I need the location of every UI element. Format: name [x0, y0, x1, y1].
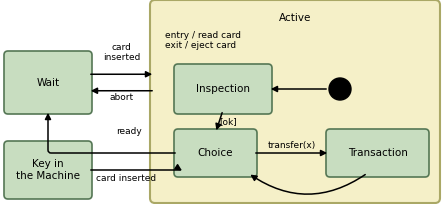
Text: abort: abort: [110, 93, 133, 102]
Text: transfer(x): transfer(x): [267, 141, 316, 150]
FancyBboxPatch shape: [174, 129, 257, 177]
Text: [ok]: [ok]: [220, 117, 237, 126]
Text: Inspection: Inspection: [196, 84, 250, 94]
Text: Key in
the Machine: Key in the Machine: [16, 159, 80, 181]
FancyBboxPatch shape: [326, 129, 429, 177]
Text: card inserted: card inserted: [96, 174, 156, 183]
Text: entry / read card
exit / eject card: entry / read card exit / eject card: [165, 31, 241, 50]
FancyBboxPatch shape: [174, 64, 272, 114]
Text: Choice: Choice: [198, 148, 233, 158]
FancyBboxPatch shape: [4, 141, 92, 199]
FancyBboxPatch shape: [4, 51, 92, 114]
Text: ready: ready: [116, 127, 142, 136]
Text: card
inserted: card inserted: [103, 43, 140, 62]
FancyBboxPatch shape: [150, 0, 440, 203]
Text: Wait: Wait: [36, 78, 60, 88]
Text: Transaction: Transaction: [347, 148, 408, 158]
Text: Active: Active: [279, 13, 311, 23]
Circle shape: [329, 78, 351, 100]
